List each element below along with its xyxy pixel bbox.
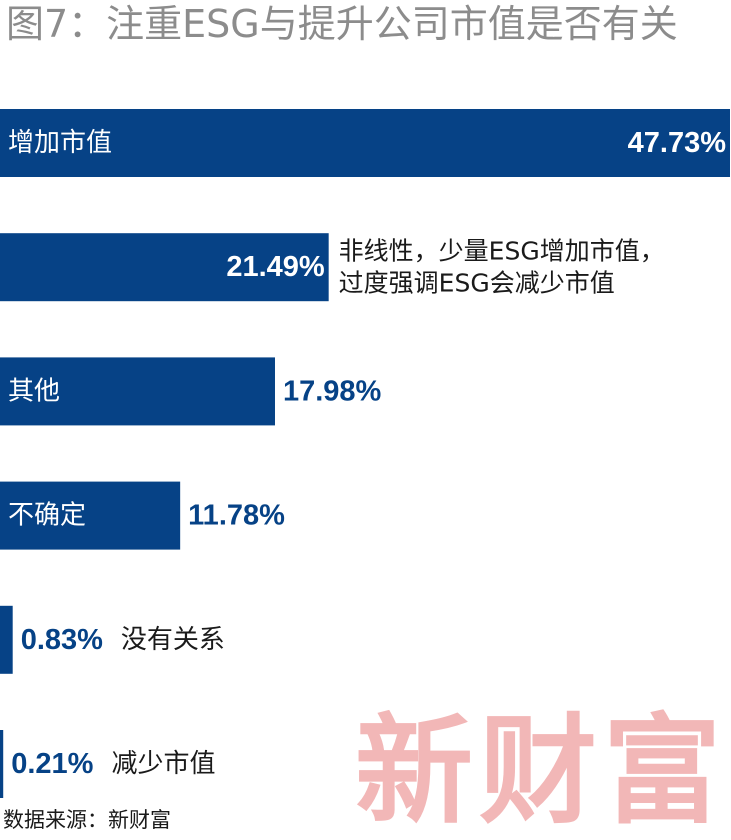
bar-2 bbox=[0, 357, 275, 426]
value-label-2: 17.98% bbox=[283, 375, 382, 407]
annotation-line-1-1: 过度强调ESG会减少市值 bbox=[339, 269, 615, 298]
value-label-1: 21.49% bbox=[226, 251, 325, 283]
value-label-3: 11.78% bbox=[188, 500, 285, 532]
bar-3 bbox=[0, 481, 181, 550]
value-label-4: 0.83% bbox=[21, 624, 103, 656]
value-label-0: 47.73% bbox=[628, 127, 727, 159]
bar-5 bbox=[0, 730, 4, 798]
category-label-2: 其他 bbox=[8, 376, 60, 406]
bar-4 bbox=[0, 605, 13, 674]
data-source: 数据来源：新财富 bbox=[3, 808, 171, 832]
category-label-5: 减少市值 bbox=[111, 749, 215, 779]
chart-title: 图7：注重ESG与提升公司市值是否有关 bbox=[6, 2, 678, 46]
annotation-line-1-0: 非线性，少量ESG增加市值， bbox=[339, 237, 665, 266]
category-label-0: 增加市值 bbox=[8, 128, 112, 158]
bar-1 bbox=[0, 233, 329, 302]
value-label-5: 0.21% bbox=[11, 748, 93, 780]
watermark-logo: 新财富 bbox=[354, 701, 727, 840]
category-label-4: 没有关系 bbox=[121, 625, 225, 655]
category-label-3: 不确定 bbox=[8, 501, 86, 531]
bar-0 bbox=[0, 109, 730, 177]
